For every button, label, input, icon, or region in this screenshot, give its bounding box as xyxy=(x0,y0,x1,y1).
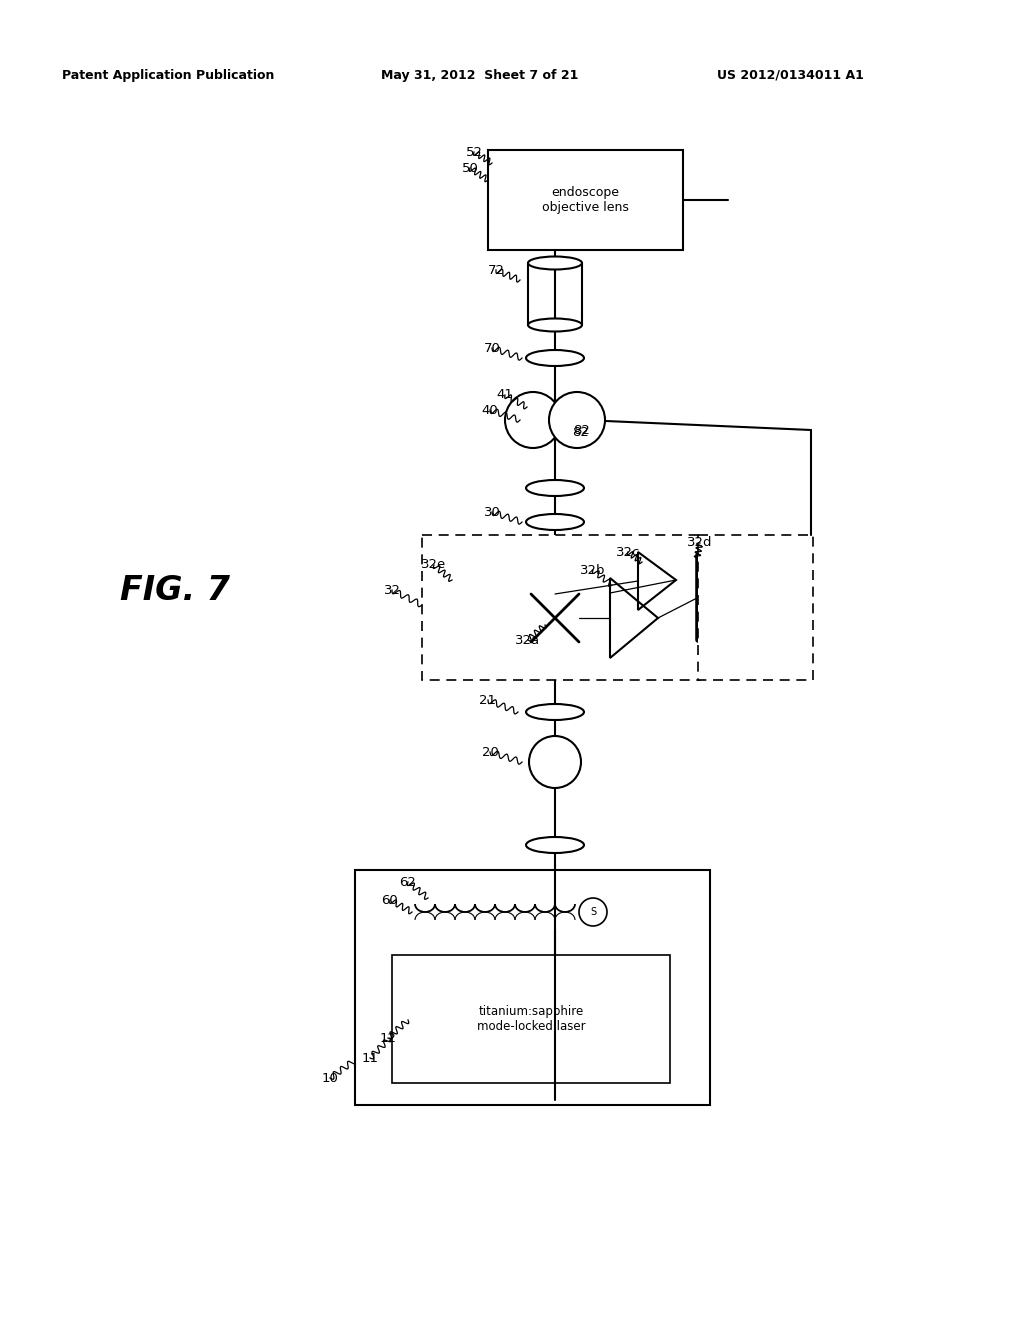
Text: 41: 41 xyxy=(497,388,513,401)
Text: 32e: 32e xyxy=(421,558,446,572)
Text: endoscope
objective lens: endoscope objective lens xyxy=(542,186,629,214)
Bar xyxy=(355,870,710,1105)
Text: 60: 60 xyxy=(382,894,398,907)
Text: 32d: 32d xyxy=(687,536,713,549)
Circle shape xyxy=(505,392,561,447)
Text: 72: 72 xyxy=(487,264,505,276)
Text: 10: 10 xyxy=(322,1072,339,1085)
Ellipse shape xyxy=(528,256,582,269)
Text: 70: 70 xyxy=(483,342,501,355)
Text: 20: 20 xyxy=(481,746,499,759)
Text: titanium:sapphire
mode-locked laser: titanium:sapphire mode-locked laser xyxy=(477,1005,586,1034)
Text: 21: 21 xyxy=(479,693,497,706)
Text: 32a: 32a xyxy=(515,634,541,647)
Ellipse shape xyxy=(526,837,584,853)
Ellipse shape xyxy=(526,704,584,719)
Bar xyxy=(392,954,670,1082)
Text: 12: 12 xyxy=(380,1031,396,1044)
Text: 30: 30 xyxy=(483,506,501,519)
Ellipse shape xyxy=(526,350,584,366)
Circle shape xyxy=(549,392,605,447)
Circle shape xyxy=(529,737,581,788)
Text: 32b: 32b xyxy=(581,564,606,577)
Text: 50: 50 xyxy=(462,161,478,174)
Ellipse shape xyxy=(526,480,584,496)
Ellipse shape xyxy=(528,318,582,331)
Bar xyxy=(488,150,683,249)
Text: 62: 62 xyxy=(399,875,417,888)
Text: 11: 11 xyxy=(361,1052,379,1064)
Ellipse shape xyxy=(526,513,584,531)
Text: 32: 32 xyxy=(384,583,400,597)
Text: 40: 40 xyxy=(481,404,499,417)
Text: 52: 52 xyxy=(466,145,482,158)
Text: 82: 82 xyxy=(573,424,590,437)
Text: Patent Application Publication: Patent Application Publication xyxy=(61,69,274,82)
Text: US 2012/0134011 A1: US 2012/0134011 A1 xyxy=(717,69,863,82)
Circle shape xyxy=(579,898,607,927)
Bar xyxy=(422,535,700,680)
Text: S: S xyxy=(590,907,596,917)
Text: FIG. 7: FIG. 7 xyxy=(120,573,230,606)
Text: May 31, 2012  Sheet 7 of 21: May 31, 2012 Sheet 7 of 21 xyxy=(381,69,579,82)
Text: 82: 82 xyxy=(572,425,589,438)
Text: 32c: 32c xyxy=(615,545,640,558)
Bar xyxy=(698,535,813,680)
